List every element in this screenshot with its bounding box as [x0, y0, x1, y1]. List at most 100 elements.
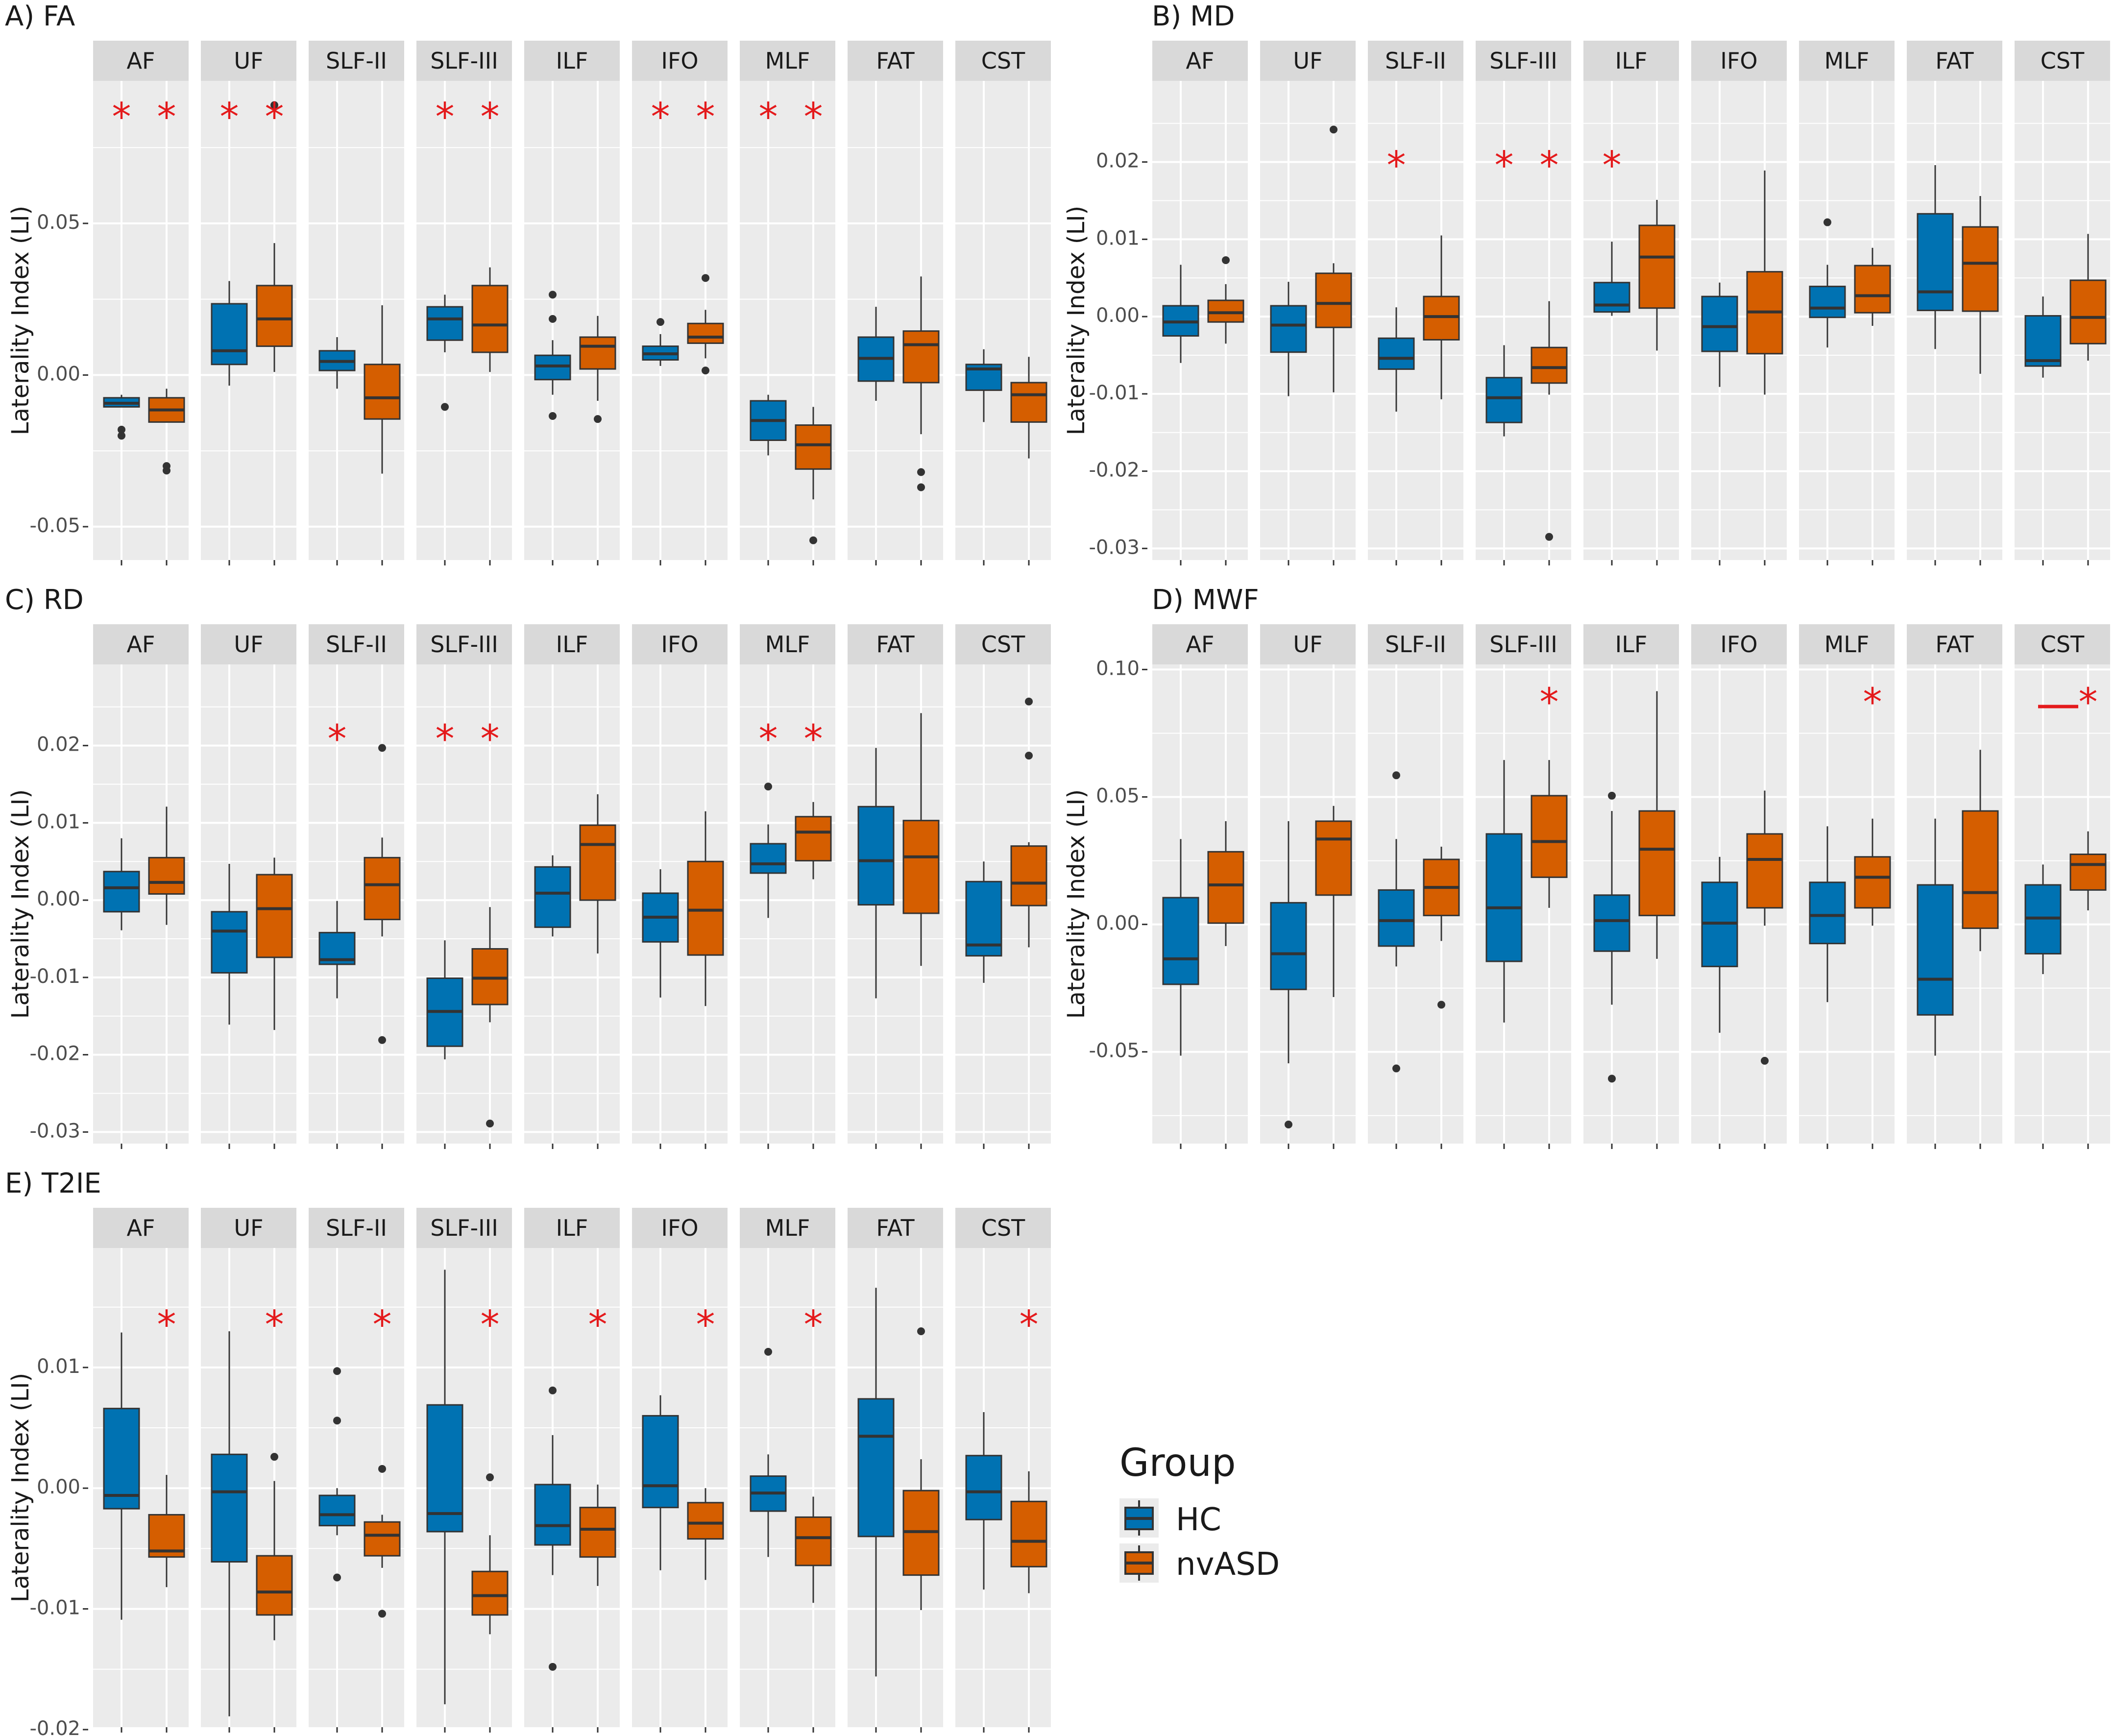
facet-strip	[1799, 624, 1895, 664]
box-hc	[2024, 296, 2062, 378]
facet-t2ie-ilf: ILF *	[524, 1208, 620, 1733]
box-iqr	[687, 322, 724, 344]
y-tick-label: 0.01	[1096, 227, 1140, 249]
facet-mwf-cst: CST *	[2015, 624, 2110, 1149]
box-iqr	[364, 1521, 401, 1557]
facet-strip	[955, 41, 1051, 81]
facet-strip-label: IFO	[661, 1215, 698, 1241]
panel-title-mwf: D) MWF	[1152, 584, 1259, 616]
outlier-point	[1545, 533, 1553, 541]
box-iqr	[1593, 894, 1630, 952]
panel-fa: A) FA Laterality Index (LI) -0.05 0.00 0.05 A…	[5, 0, 1051, 565]
box-iqr	[1010, 382, 1047, 423]
facet-strip	[740, 41, 835, 81]
facet-strip	[1799, 41, 1895, 81]
facet-fa-fat: FAT	[848, 41, 943, 565]
facet-md-ilf: ILF *	[1583, 41, 1679, 565]
box-iqr	[534, 1484, 571, 1546]
box-iqr	[1531, 346, 1568, 384]
legend-label-nvasd: nvASD	[1176, 1546, 1280, 1583]
box-iqr	[471, 1570, 509, 1616]
outlier-point	[917, 483, 925, 491]
outlier-point	[118, 432, 125, 440]
outlier-point	[917, 468, 925, 476]
outlier-point	[549, 1386, 557, 1394]
box-iqr	[687, 1502, 724, 1540]
box-nvasd	[471, 907, 509, 1127]
facet-rd-ilf: ILF	[524, 624, 620, 1149]
facet-background	[416, 664, 512, 1144]
significance-star: *	[804, 1303, 823, 1347]
facet-fa-mlf: MLF * *	[740, 41, 835, 565]
box-hc	[534, 855, 571, 937]
facet-strip	[1583, 41, 1679, 81]
facet-strip	[524, 1208, 620, 1248]
facet-strip	[1691, 624, 1787, 664]
significance-star: *	[220, 95, 239, 139]
outlier-point	[656, 318, 664, 326]
significance-star: *	[481, 717, 500, 761]
facet-strip-label: AF	[1186, 48, 1215, 74]
outlier-point	[549, 291, 557, 299]
y-tick-label: 0.00	[37, 363, 80, 385]
box-nvasd	[687, 274, 724, 375]
facet-strip	[1691, 41, 1787, 81]
facet-strip-label: MLF	[1824, 48, 1870, 74]
facet-background	[524, 81, 620, 560]
box-iqr	[1010, 1500, 1047, 1567]
facet-t2ie-slf-ii: SLF-II *	[309, 1208, 404, 1733]
outlier-point	[378, 1465, 386, 1473]
facet-mwf-af: AF	[1152, 624, 1248, 1149]
facet-strip-label: MLF	[765, 1215, 810, 1241]
facet-strip-label: UF	[1293, 48, 1322, 74]
box-hc	[211, 1331, 248, 1716]
facet-strip	[632, 624, 728, 664]
outlier-point	[333, 1417, 341, 1425]
facet-strip-label: AF	[1186, 631, 1215, 658]
box-iqr	[2024, 315, 2062, 367]
outlier-point	[1025, 752, 1033, 760]
significance-star: *	[1863, 681, 1882, 725]
box-nvasd	[471, 1473, 509, 1635]
box-hc	[1701, 282, 1738, 387]
significance-star: *	[1495, 144, 1514, 188]
facet-strip-label: ILF	[1615, 631, 1648, 658]
box-hc	[857, 307, 895, 401]
y-tick-label: -0.02	[30, 1043, 81, 1065]
facet-strip-label: CST	[981, 631, 1025, 658]
significance-star: *	[112, 95, 131, 139]
facet-t2ie-af: AF *	[93, 1208, 189, 1733]
box-iqr	[364, 364, 401, 420]
facet-strip-label: SLF-III	[1489, 631, 1557, 658]
box-iqr	[1207, 851, 1244, 924]
box-iqr	[579, 336, 616, 370]
box-iqr	[1010, 845, 1047, 906]
outlier-point	[486, 1473, 494, 1482]
box-nvasd	[1854, 818, 1891, 926]
box-nvasd	[148, 1475, 185, 1588]
significance-star: *	[328, 717, 347, 761]
y-tick-label: 0.05	[1096, 785, 1140, 807]
significance-star: *	[436, 717, 455, 761]
box-iqr	[1270, 305, 1307, 353]
facet-strip	[1476, 624, 1571, 664]
facet-strip-label: MLF	[765, 631, 810, 658]
facet-strip	[632, 1208, 728, 1248]
box-iqr	[148, 856, 185, 895]
facet-t2ie-uf: UF *	[201, 1208, 296, 1733]
box-iqr	[1962, 810, 1999, 929]
outlier-point	[1222, 256, 1230, 264]
facet-md-cst: CST	[2015, 41, 2110, 565]
facet-t2ie-cst: CST *	[955, 1208, 1051, 1733]
outlier-point	[764, 782, 772, 791]
box-iqr	[1854, 856, 1891, 909]
facet-background	[1476, 81, 1571, 560]
facet-fa-slf-iii: SLF-III * *	[416, 41, 512, 565]
facet-fa-slf-ii: SLF-II	[309, 41, 404, 565]
y-tick-label: -0.01	[1089, 382, 1140, 404]
box-nvasd	[256, 1453, 293, 1640]
facet-strip-label: IFO	[661, 631, 698, 658]
box-nvasd	[902, 1327, 940, 1611]
box-iqr	[687, 860, 724, 956]
box-hc	[211, 863, 248, 1025]
